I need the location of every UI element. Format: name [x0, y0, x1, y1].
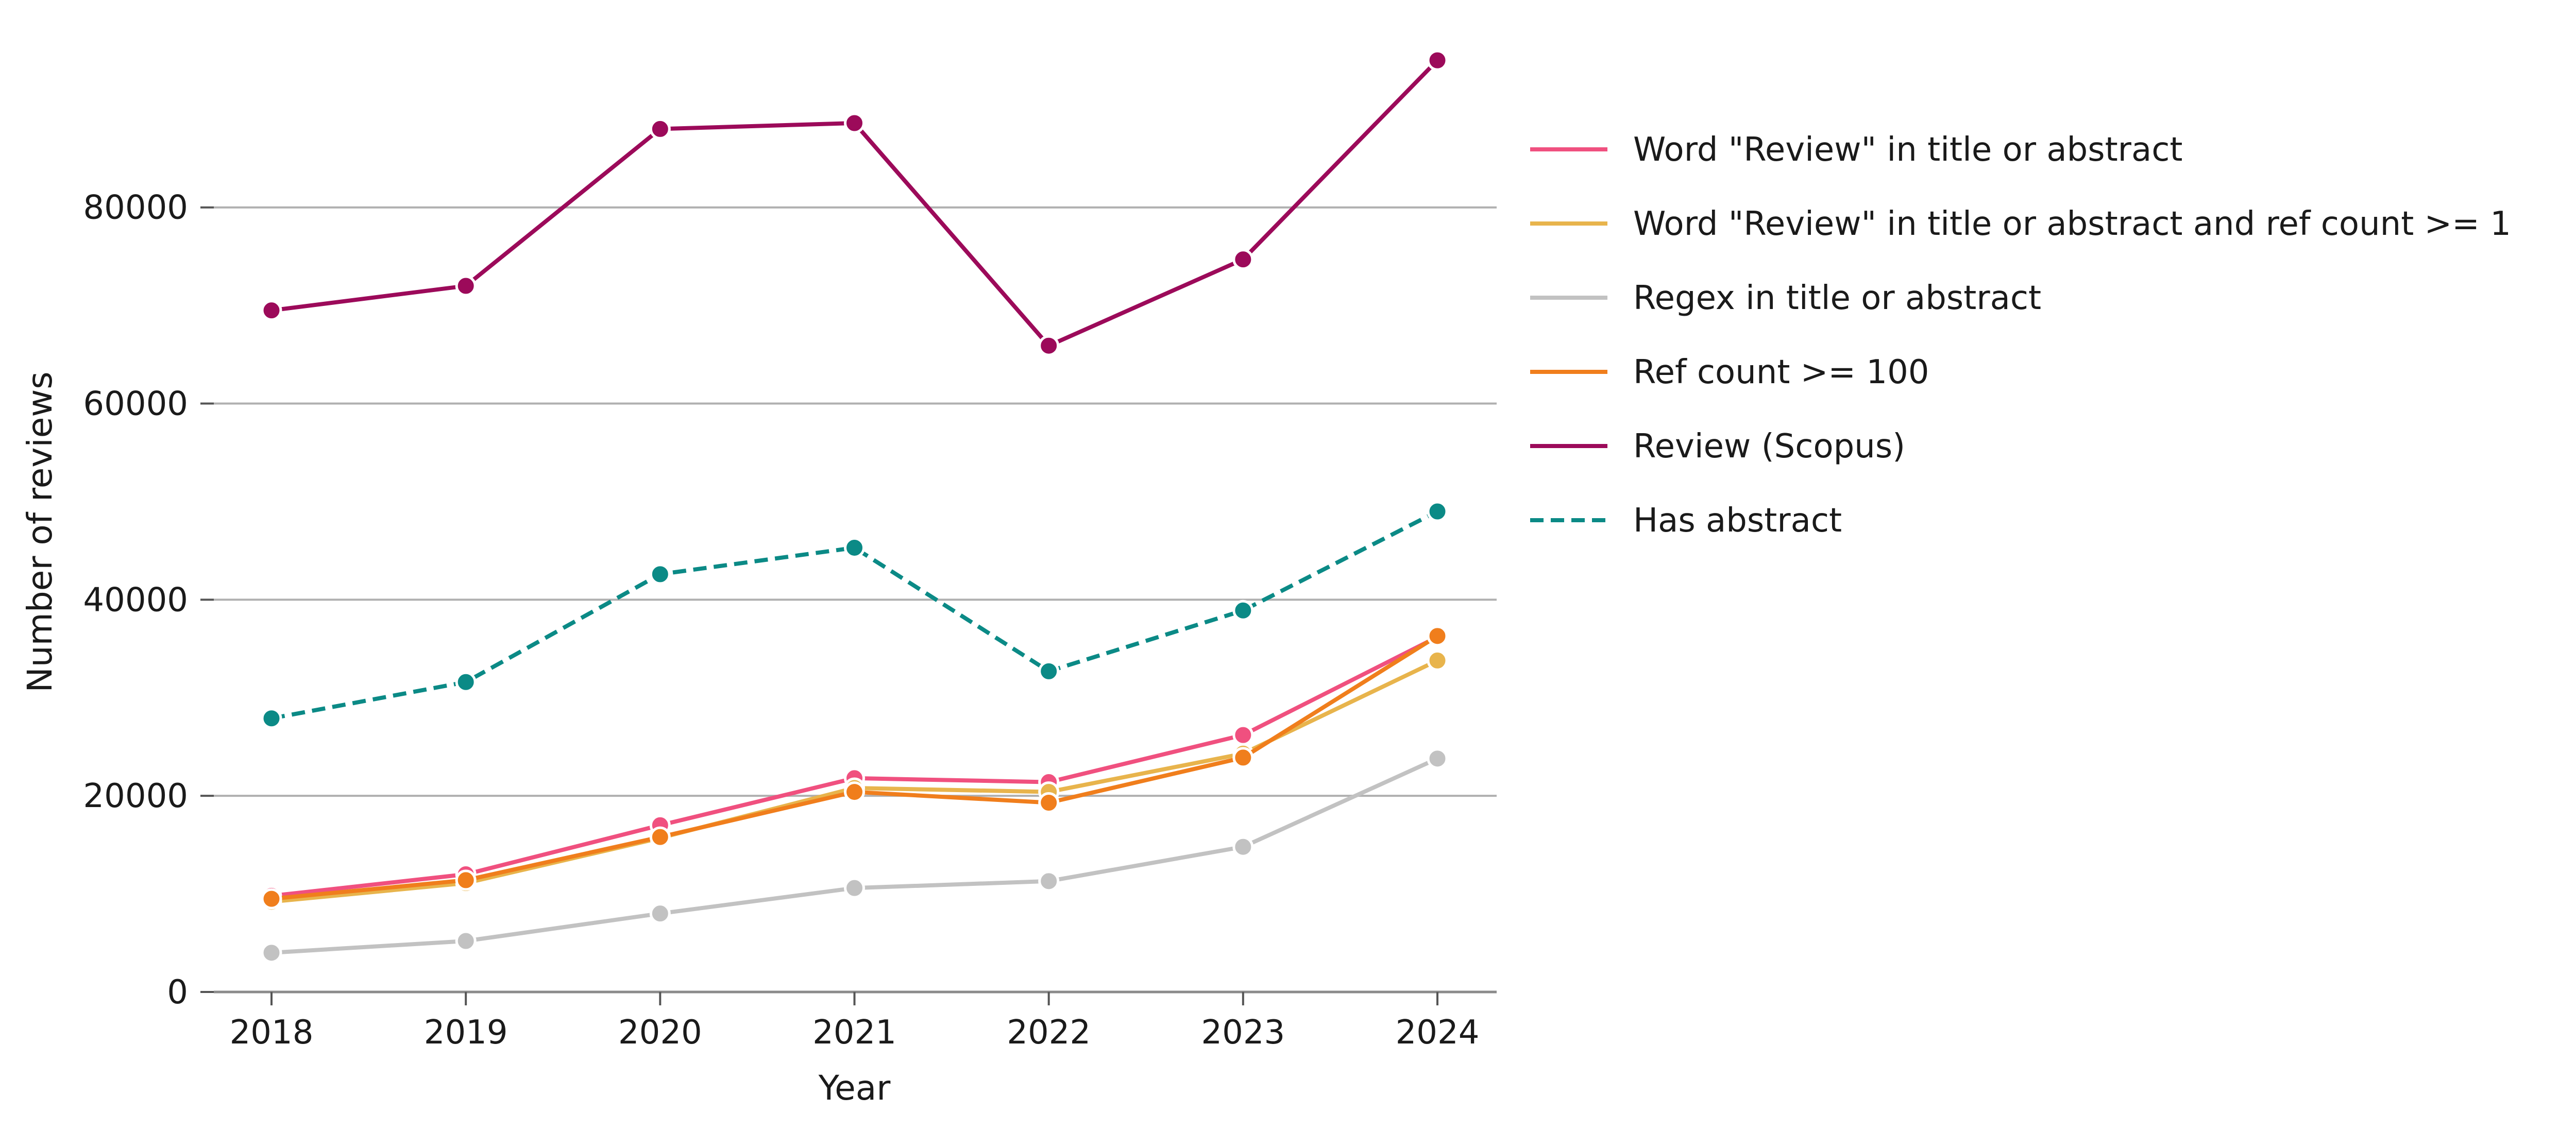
legend-label: Regex in title or abstract [1633, 279, 2041, 317]
data-point [455, 275, 477, 297]
x-axis-label: Year [818, 1068, 891, 1108]
series-line [271, 635, 1438, 898]
data-point [1038, 660, 1060, 682]
series-2 [261, 748, 1448, 964]
x-tick-label: 2018 [230, 1014, 314, 1052]
y-tick-label: 0 [167, 973, 188, 1012]
x-tick-label: 2022 [1007, 1014, 1091, 1052]
data-point [1427, 748, 1448, 769]
series-0 [261, 626, 1448, 906]
x-ticks: 2018 2019 2020 2021 2022 2023 2024 [230, 992, 1480, 1052]
series-5 [261, 501, 1448, 729]
data-point [1427, 501, 1448, 522]
series-4 [261, 49, 1448, 356]
data-point [261, 942, 282, 964]
legend-label: Review (Scopus) [1633, 427, 1905, 466]
legend-label: Ref count >= 100 [1633, 353, 1929, 391]
data-point [1427, 649, 1448, 671]
series-line [271, 59, 1439, 348]
data-point [455, 671, 477, 693]
legend: Word "Review" in title or abstract Word "… [1530, 131, 2511, 540]
data-point [844, 112, 865, 134]
data-point [844, 877, 865, 899]
data-point [261, 888, 282, 910]
legend-label: Word "Review" in title or abstract [1633, 131, 2182, 169]
y-tick-label: 20000 [83, 777, 188, 815]
data-point [261, 300, 282, 321]
x-tick-label: 2021 [812, 1014, 896, 1052]
data-point [1232, 600, 1254, 621]
data-point [455, 930, 477, 952]
series-3 [261, 625, 1448, 910]
data-point [649, 563, 671, 585]
data-point [1427, 625, 1448, 647]
data-point [844, 781, 865, 803]
x-tick-label: 2023 [1201, 1014, 1285, 1052]
y-tick-label: 60000 [83, 385, 188, 423]
data-point [844, 537, 865, 558]
data-point [1232, 249, 1254, 270]
gridlines [214, 206, 1497, 797]
data-point [1038, 870, 1060, 892]
data-point [649, 903, 671, 924]
y-ticks: 0 20000 40000 60000 80000 [83, 189, 214, 1012]
y-tick-label: 80000 [83, 189, 188, 227]
data-point [455, 869, 477, 891]
series-1 [261, 649, 1448, 913]
series-group [261, 49, 1448, 964]
legend-label: Has abstract [1633, 502, 1842, 540]
data-point [649, 826, 671, 848]
x-tick-label: 2020 [618, 1014, 702, 1052]
data-point [1232, 724, 1254, 746]
data-point [1232, 747, 1254, 768]
y-tick-label: 40000 [83, 581, 188, 619]
data-point [1038, 792, 1060, 814]
data-point [1427, 49, 1448, 71]
data-point [649, 118, 671, 140]
y-axis-label: Number of reviews [20, 371, 60, 692]
legend-label: Word "Review" in title or abstract and r… [1633, 205, 2511, 243]
data-point [1038, 335, 1060, 356]
data-point [261, 708, 282, 729]
data-point [1232, 836, 1254, 858]
x-tick-label: 2019 [424, 1014, 508, 1052]
series-line [271, 634, 1439, 901]
x-tick-label: 2024 [1396, 1014, 1480, 1052]
